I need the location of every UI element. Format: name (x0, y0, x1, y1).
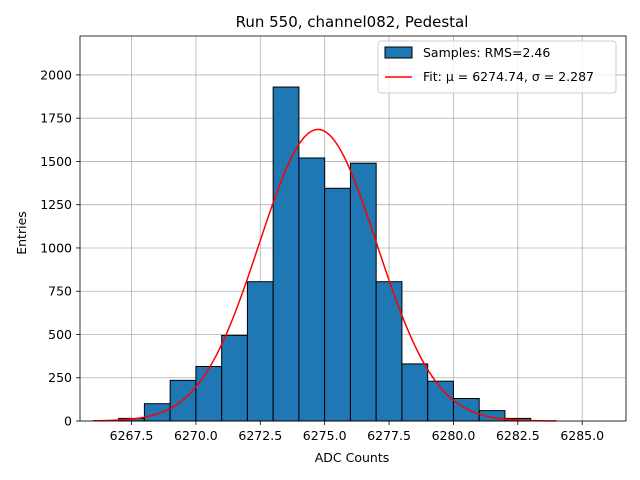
y-tick-label: 750 (48, 284, 72, 299)
x-tick-label: 6272.5 (238, 428, 282, 443)
histogram-bar (195, 365, 223, 422)
legend-swatch-samples (384, 46, 413, 59)
histogram-bar (375, 281, 403, 422)
histogram-bar (349, 162, 377, 422)
histogram-bar (246, 281, 274, 422)
x-tick-label: 6267.5 (110, 428, 154, 443)
x-tick-label: 6282.5 (496, 428, 540, 443)
histogram-bar (298, 157, 326, 422)
x-tick-label: 6280.0 (432, 428, 476, 443)
legend: Samples: RMS=2.46 Fit: μ = 6274.74, σ = … (377, 40, 617, 94)
y-tick-label: 1250 (40, 197, 72, 212)
y-tick-label: 1750 (40, 111, 72, 126)
y-tick-label: 0 (64, 414, 72, 429)
legend-label-samples: Samples: RMS=2.46 (423, 45, 550, 60)
chart-title: Run 550, channel082, Pedestal (236, 13, 469, 31)
x-tick-label: 6275.0 (303, 428, 347, 443)
y-tick-label: 1500 (40, 154, 72, 169)
legend-box (377, 40, 617, 94)
y-tick-label: 250 (48, 370, 72, 385)
x-axis-ticks: 6267.5 6270.0 6272.5 6275.0 6277.5 6280.0 6282… (110, 421, 604, 443)
gaussian-fit-curve (92, 128, 557, 422)
x-axis-title: ADC Counts (315, 450, 390, 465)
histogram-bar (401, 363, 429, 422)
legend-label-fit: Fit: μ = 6274.74, σ = 2.287 (423, 69, 594, 84)
histogram-bar (221, 334, 248, 422)
y-tick-label: 2000 (40, 67, 72, 82)
x-tick-label: 6277.5 (367, 428, 411, 443)
y-tick-label: 1000 (40, 240, 72, 255)
plot-frame (79, 35, 627, 422)
histogram-bar (143, 403, 171, 422)
histogram-bar (452, 398, 480, 422)
x-tick-label: 6285.0 (560, 428, 604, 443)
y-axis-ticks: 0 250 500 750 1000 1250 1500 1750 2000 (40, 67, 80, 429)
x-tick-label: 6270.0 (174, 428, 218, 443)
y-tick-label: 500 (48, 327, 72, 342)
histogram-bar (324, 187, 351, 422)
y-axis-title: Entries (14, 211, 29, 255)
histogram-bar (272, 86, 300, 422)
